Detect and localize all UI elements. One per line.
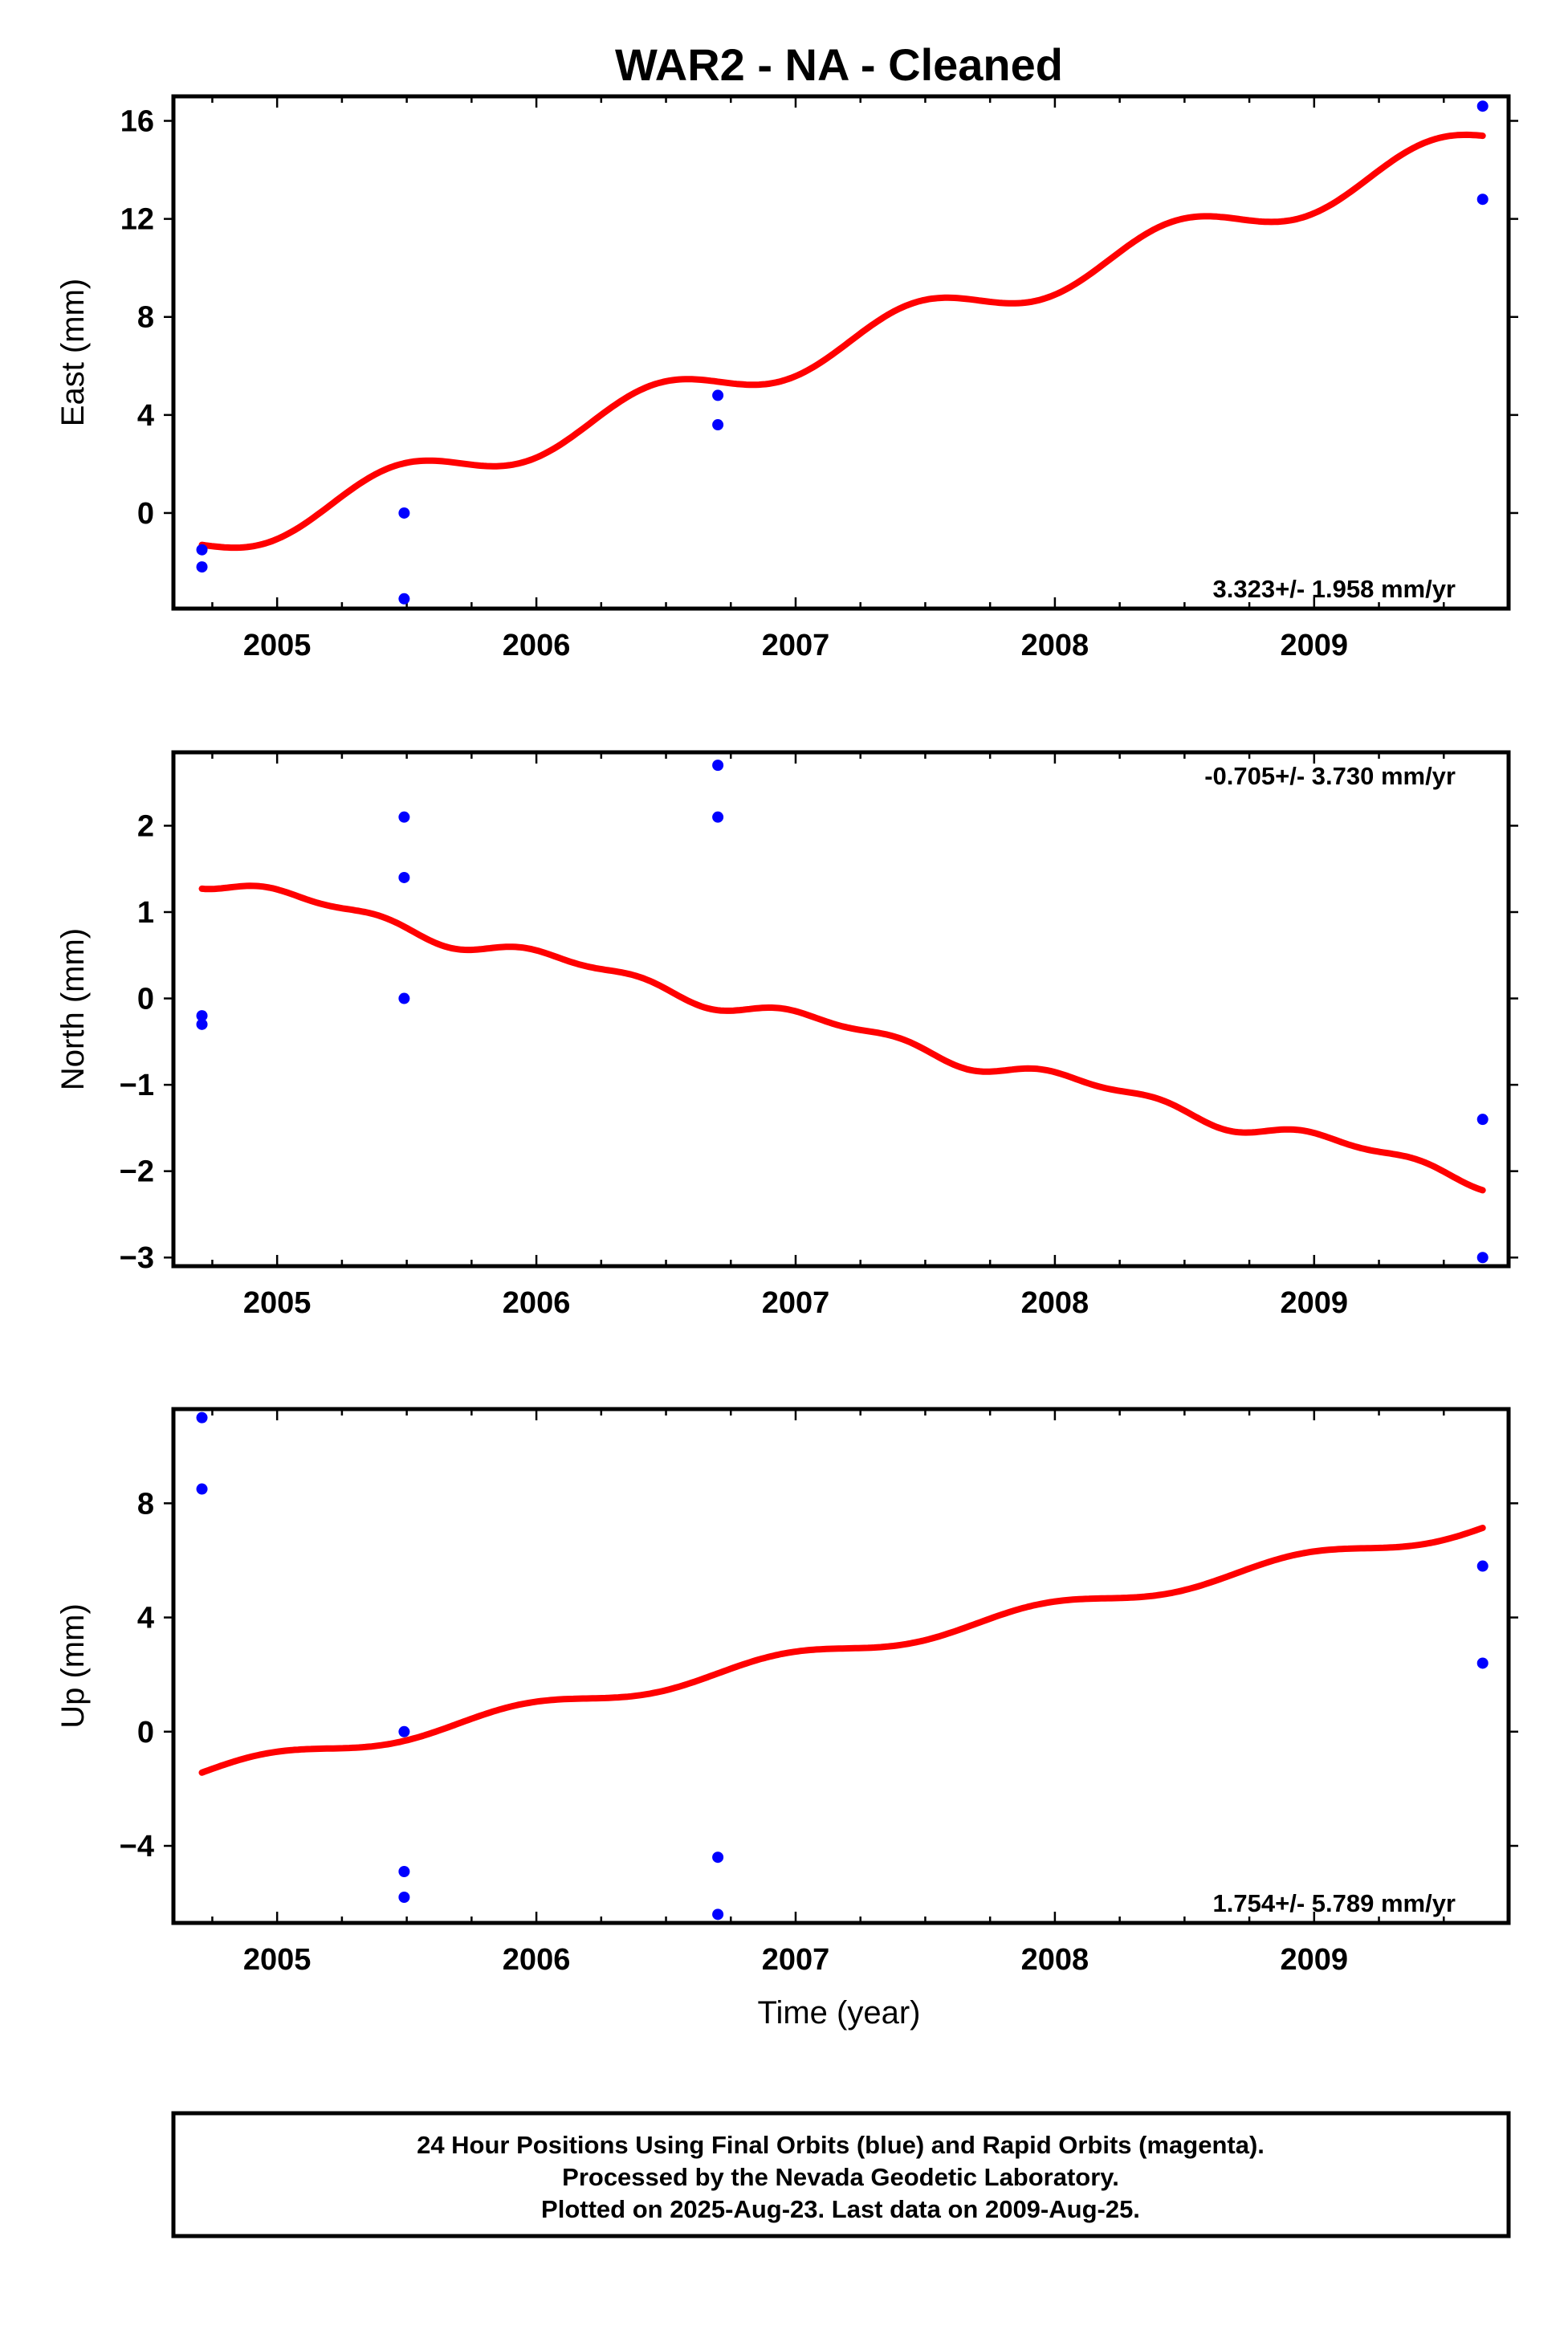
north-data-point xyxy=(1476,1252,1489,1264)
up-data-point xyxy=(196,1411,208,1424)
north-x-tick-label: 2006 xyxy=(503,1286,571,1320)
north-x-tick-label: 2008 xyxy=(1021,1286,1089,1320)
up-fit-line xyxy=(198,1525,1486,1776)
north-data-point xyxy=(398,992,410,1004)
up-x-tick-label: 2009 xyxy=(1281,1943,1349,1977)
up-panel: 2005 2006 2007 2008 2009 −4 0 4 8 Up (mm) 1.754+/-… xyxy=(55,1407,1518,1977)
up-plot-frame xyxy=(171,1407,1511,1925)
up-x-tick-label: 2007 xyxy=(762,1943,830,1977)
east-panel: 2005 2006 2007 2008 2009 0 4 8 12 16 East (mm) 3.32… xyxy=(55,94,1518,662)
up-x-tick-label: 2005 xyxy=(243,1943,312,1977)
up-x-tick-label: 2006 xyxy=(503,1943,571,1977)
east-y-tick-label: 4 xyxy=(137,399,154,433)
east-x-tick-label: 2006 xyxy=(503,629,571,662)
north-y-tick-label: 0 xyxy=(137,983,154,1016)
north-data-point xyxy=(712,811,724,823)
east-data-point xyxy=(398,593,410,605)
east-y-axis-label: East (mm) xyxy=(55,279,91,426)
north-panel: 2005 2006 2007 2008 2009 −3 −2 −1 0 1 2 North (mm) -… xyxy=(55,750,1518,1320)
north-data-point xyxy=(398,811,410,823)
east-data-point xyxy=(1476,100,1489,112)
north-x-tick-label: 2005 xyxy=(243,1286,312,1320)
east-data-point xyxy=(196,561,208,573)
up-y-tick-label: −4 xyxy=(120,1830,154,1864)
up-data-point xyxy=(398,1725,410,1737)
east-fit-line xyxy=(198,131,1486,552)
up-data-point xyxy=(398,1866,410,1877)
east-data-point xyxy=(1476,193,1489,206)
east-y-tick-label: 0 xyxy=(137,497,154,531)
footer-box xyxy=(171,2111,1511,2238)
north-y-tick-label: 1 xyxy=(137,896,154,930)
east-rate-label: 3.323+/- 1.958 mm/yr xyxy=(1213,575,1456,603)
x-axis-label: Time (year) xyxy=(758,1995,921,2031)
up-y-axis-label: Up (mm) xyxy=(55,1603,91,1729)
east-y-tick-label: 16 xyxy=(120,105,154,139)
east-x-tick-label: 2008 xyxy=(1021,629,1089,662)
north-fit-line xyxy=(198,882,1486,1194)
up-x-tick-label: 2008 xyxy=(1021,1943,1089,1977)
north-data-point xyxy=(712,760,724,772)
east-y-tick-label: 12 xyxy=(120,203,154,237)
up-data-point xyxy=(1476,1657,1489,1669)
north-data-point xyxy=(196,1010,208,1022)
north-y-axis-label: North (mm) xyxy=(55,928,91,1090)
footer-line-2: Processed by the Nevada Geodetic Laborat… xyxy=(562,2163,1119,2191)
chart-title: WAR2 - NA - Cleaned xyxy=(615,39,1063,90)
up-y-tick-label: 0 xyxy=(137,1716,154,1750)
up-data-point xyxy=(712,1908,724,1921)
east-data-point xyxy=(398,507,410,519)
up-rate-label: 1.754+/- 5.789 mm/yr xyxy=(1213,1889,1456,1917)
east-x-tick-label: 2005 xyxy=(243,629,312,662)
up-y-tick-label: 8 xyxy=(137,1487,154,1521)
east-data-point xyxy=(196,544,208,556)
north-data-point xyxy=(398,871,410,883)
east-data-point xyxy=(712,389,724,401)
east-y-tick-label: 8 xyxy=(137,301,154,335)
up-data-point xyxy=(712,1851,724,1864)
north-data-point xyxy=(1476,1114,1489,1126)
north-plot-frame xyxy=(171,750,1511,1269)
up-data-point xyxy=(398,1892,410,1903)
north-rate-label: -0.705+/- 3.730 mm/yr xyxy=(1204,762,1456,790)
footer-line-1: 24 Hour Positions Using Final Orbits (bl… xyxy=(417,2131,1265,2159)
north-y-tick-label: −3 xyxy=(120,1241,154,1275)
east-plot-frame xyxy=(171,94,1511,611)
north-y-tick-label: −2 xyxy=(120,1155,154,1189)
east-x-tick-label: 2009 xyxy=(1281,629,1349,662)
up-y-tick-label: 4 xyxy=(137,1602,154,1635)
footer-line-3: Plotted on 2025-Aug-23. Last data on 200… xyxy=(541,2195,1140,2223)
up-data-point xyxy=(196,1483,208,1495)
up-data-point xyxy=(1476,1560,1489,1572)
east-x-tick-label: 2007 xyxy=(762,629,830,662)
north-x-tick-label: 2009 xyxy=(1281,1286,1349,1320)
east-data-point xyxy=(712,419,724,431)
north-y-tick-label: 2 xyxy=(137,809,154,843)
north-y-tick-label: −1 xyxy=(120,1069,154,1102)
north-data-point xyxy=(196,1018,208,1030)
north-x-tick-label: 2007 xyxy=(762,1286,830,1320)
